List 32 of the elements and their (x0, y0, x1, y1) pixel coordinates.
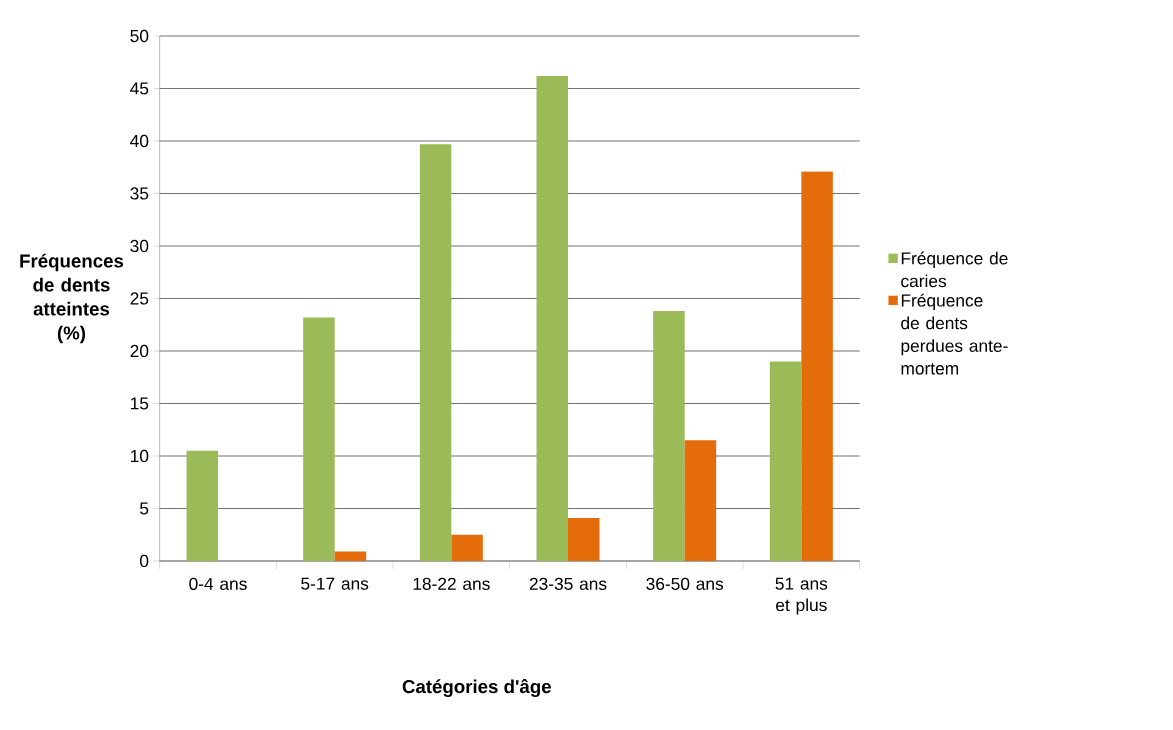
x-tick-label: 51 ans et plus (775, 577, 828, 615)
x-axis-title: Catégories d'âge (402, 679, 551, 697)
bar (568, 517, 600, 561)
bar (801, 171, 833, 561)
x-tick-label: 36-50 ans (646, 577, 724, 590)
y-tick-label: 25 (130, 292, 149, 305)
x-tick-label: 23-35 ans (529, 577, 607, 590)
x-tick-label: 18-22 ans (413, 577, 490, 590)
y-tick-label: 30 (130, 239, 149, 253)
y-tick-label: 0 (139, 554, 149, 568)
bar (653, 311, 685, 561)
y-tick-label: 15 (131, 397, 149, 410)
y-tick-label: 10 (131, 449, 149, 463)
bar (536, 75, 569, 561)
bar (334, 551, 367, 561)
x-tick-label: 0-4 ans (189, 577, 247, 590)
y-tick-label: 40 (130, 134, 149, 148)
x-tick-label: 5-17 ans (301, 577, 369, 590)
legend-label: Fréquence de caries (901, 251, 1008, 288)
y-tick-label: 50 (130, 29, 149, 43)
bar (186, 450, 219, 561)
bar (419, 144, 452, 561)
y-tick-label: 20 (130, 344, 149, 358)
bar (769, 361, 802, 561)
bar (451, 534, 483, 561)
legend-label: Fréquence de dents perdues ante-mortem (901, 293, 1008, 375)
y-tick-label: 35 (130, 187, 149, 200)
bar (684, 440, 717, 561)
bar (303, 317, 335, 561)
y-tick-label: 45 (130, 82, 149, 95)
y-axis-title: Fréquences de dents atteintes (%) (20, 253, 124, 344)
y-tick-label: 5 (140, 502, 149, 515)
